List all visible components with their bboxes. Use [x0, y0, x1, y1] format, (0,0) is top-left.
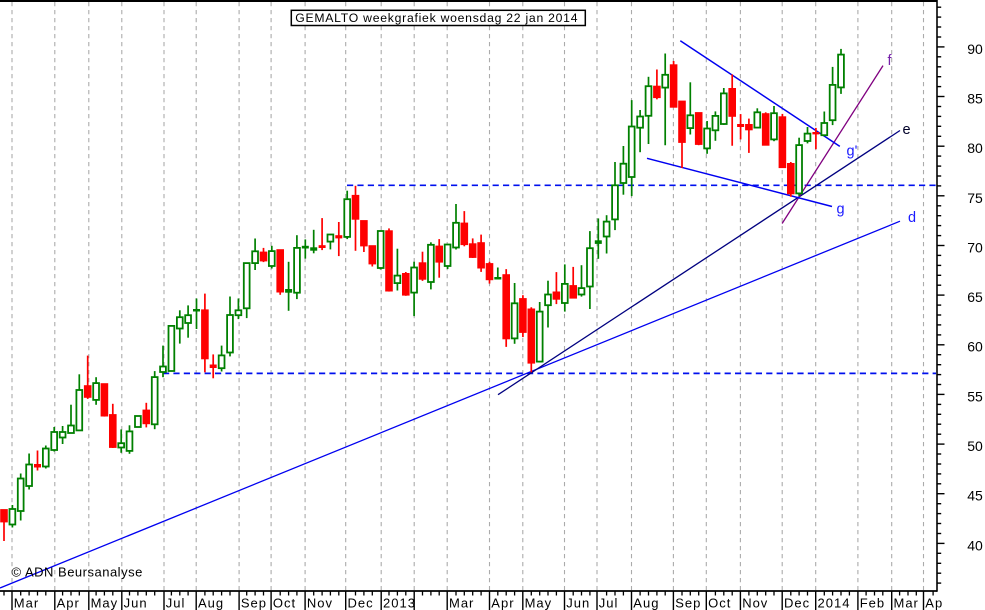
svg-text:40: 40 — [967, 537, 983, 553]
svg-text:Jun: Jun — [566, 595, 590, 610]
svg-text:Nov: Nov — [307, 595, 333, 610]
svg-text:90: 90 — [967, 41, 983, 57]
svg-text:Dec: Dec — [784, 595, 810, 610]
svg-text:Apr: Apr — [57, 595, 80, 610]
svg-text:Apr: Apr — [491, 595, 514, 610]
svg-text:d: d — [908, 210, 916, 226]
svg-text:2014: 2014 — [818, 595, 851, 610]
svg-text:Sep: Sep — [241, 595, 267, 610]
svg-text:85: 85 — [967, 91, 983, 107]
svg-text:Jun: Jun — [124, 595, 148, 610]
svg-text:60: 60 — [967, 339, 983, 355]
svg-text:Feb: Feb — [860, 595, 885, 610]
svg-text:Aug: Aug — [633, 595, 659, 610]
svg-text:Mar: Mar — [14, 595, 39, 610]
svg-text:g': g' — [847, 144, 858, 160]
svg-text:Jul: Jul — [166, 595, 186, 610]
svg-text:65: 65 — [967, 289, 983, 305]
svg-text:55: 55 — [967, 388, 983, 404]
svg-text:Mar: Mar — [894, 595, 919, 610]
svg-text:Dec: Dec — [348, 595, 374, 610]
svg-text:Ap: Ap — [925, 595, 943, 610]
svg-text:May: May — [91, 595, 119, 610]
svg-text:Sep: Sep — [675, 595, 701, 610]
svg-text:2013: 2013 — [383, 595, 416, 610]
svg-text:f: f — [888, 53, 893, 69]
svg-text:GEMALTO weekgrafiek woensdag 2: GEMALTO weekgrafiek woensdag 22 jan 2014 — [295, 11, 578, 25]
svg-text:80: 80 — [967, 140, 983, 156]
svg-text:Nov: Nov — [742, 595, 768, 610]
svg-text:g: g — [837, 202, 845, 218]
svg-text:May: May — [525, 595, 553, 610]
svg-text:© ADN Beursanalyse: © ADN Beursanalyse — [12, 565, 143, 580]
svg-text:Jul: Jul — [599, 595, 619, 610]
svg-text:Oct: Oct — [708, 595, 731, 610]
svg-text:50: 50 — [967, 438, 983, 454]
svg-text:e: e — [903, 122, 911, 138]
svg-text:Oct: Oct — [273, 595, 296, 610]
svg-text:45: 45 — [967, 488, 983, 504]
svg-text:Aug: Aug — [198, 595, 224, 610]
svg-text:Mar: Mar — [449, 595, 474, 610]
svg-text:70: 70 — [967, 239, 983, 255]
svg-text:75: 75 — [967, 190, 983, 206]
